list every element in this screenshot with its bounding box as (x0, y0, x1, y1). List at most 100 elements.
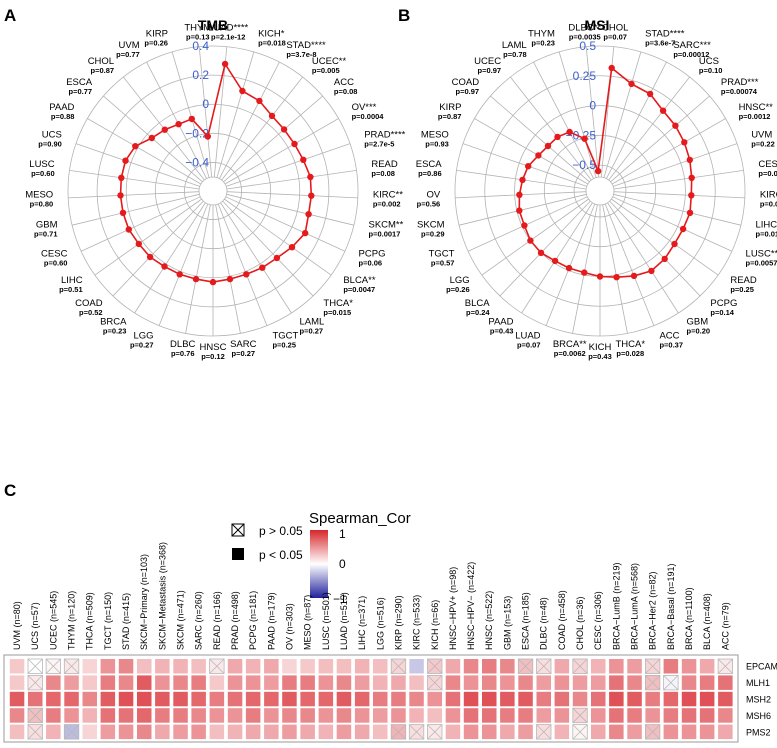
radar-category-pvalue: p=0.0004 (352, 112, 385, 121)
radar-spoke (604, 203, 655, 326)
radar-category-pvalue: p=0.29 (421, 230, 445, 239)
heatmap-cell (500, 675, 515, 690)
heatmap-cell-nonsig-cross (27, 724, 43, 740)
heatmap-column-label: SKCM (n=471) (176, 590, 186, 650)
radar-category-label: BRCA** (553, 339, 587, 350)
radar-point (679, 225, 687, 233)
heatmap-cell (209, 724, 225, 740)
heatmap-cell (300, 691, 315, 707)
radar-category-pvalue: p=0.013 (760, 200, 777, 209)
radar-category-pvalue: p=0.97 (478, 66, 502, 75)
heatmap-cell (518, 724, 533, 740)
radar-category-label: KIRP (146, 28, 168, 39)
heatmap-cell-nonsig-cross (45, 658, 61, 674)
radar-point (594, 167, 602, 175)
radar-category-label: THYM (528, 28, 555, 39)
radar-point (519, 176, 526, 184)
radar-category-label: UCS (699, 56, 719, 67)
heatmap-column-label: READ (n=166) (212, 591, 222, 650)
heatmap-row-label: MLH1 (746, 678, 770, 688)
radar-category-label: KICH (589, 342, 612, 353)
radar-point (256, 97, 263, 105)
radar-point (204, 133, 211, 140)
radar-category-pvalue: p=0.43 (588, 352, 612, 361)
heatmap-cell-nonsig-box (427, 675, 443, 691)
radar-spoke (158, 203, 209, 326)
radar-spoke (607, 202, 679, 314)
heatmap-cell-nonsig-cross (27, 658, 43, 674)
panel-a: A TMB 0.4 0.2 0 −0.2 −0.4 LUAD****p=2.1e-12 K… (4, 6, 406, 361)
radar-spoke (533, 61, 594, 179)
heatmap-cell (681, 708, 697, 723)
radar-category-label: BLCA (465, 298, 490, 309)
radar-spoke (94, 198, 202, 276)
heatmap-cell-nonsig-box (572, 658, 588, 674)
radar-point (646, 90, 654, 98)
heatmap-cell (445, 659, 461, 674)
radar-spoke (558, 51, 597, 178)
radar-point (209, 278, 217, 286)
radar-point (688, 192, 695, 199)
radar-tick-label: −0.5 (572, 158, 596, 172)
heatmap-cell-nonsig-box (536, 724, 552, 740)
radar-category-pvalue: p=0.002 (373, 200, 401, 209)
heatmap-cell (28, 691, 43, 707)
radar-category-pvalue: p=0.87 (91, 66, 115, 75)
heatmap-cell (227, 659, 243, 674)
radar-spoke (490, 95, 590, 183)
heatmap-cell (609, 675, 624, 690)
radar-point (648, 267, 655, 275)
heatmap-cell (500, 691, 515, 707)
radar-category-label: LGG (133, 331, 153, 342)
radar-category-pvalue: p=0.25 (272, 341, 296, 350)
heatmap-column-label: KIRP (n=290) (393, 595, 403, 650)
radar-category-label: LUSC** (746, 248, 777, 259)
heatmap-cell (82, 675, 97, 690)
heatmap-cell (391, 691, 406, 707)
radar-point (280, 126, 288, 133)
radar-point (681, 139, 688, 146)
radar-series-b (516, 64, 695, 281)
heatmap-cell (409, 675, 424, 690)
radar-spoke (226, 193, 355, 226)
radar-point (608, 64, 615, 72)
radar-category-pvalue: p=0.27 (300, 327, 324, 336)
radar-tick-label: 0.25 (573, 69, 597, 83)
radar-spoke (68, 191, 200, 199)
radar-category-label: TGCT (429, 248, 455, 259)
radar-category-pvalue: p=0.06 (359, 258, 383, 267)
heatmap-cell (463, 691, 479, 707)
radar-category-pvalue: p=2.1e-12 (211, 33, 245, 42)
radar-point (132, 143, 139, 150)
heatmap-cell (409, 659, 424, 674)
heatmap-column-label: PRAD (n=498) (230, 591, 240, 650)
heatmap-cell (282, 659, 297, 674)
radar-point (686, 156, 693, 164)
radar-point (221, 60, 229, 68)
heatmap-column-label: OV (n=303) (285, 603, 295, 650)
radar-category-pvalue: p=0.77 (69, 87, 93, 96)
heatmap-cell (9, 724, 25, 740)
radar-category-pvalue: p=0.43 (490, 327, 514, 336)
radar-category-label: STAD**** (286, 40, 326, 51)
heatmap-cell (591, 708, 606, 723)
radar-spoke (609, 200, 701, 297)
heatmap-cell (627, 675, 642, 690)
radar-point (188, 115, 195, 123)
heatmap-cell-nonsig-cross (27, 675, 43, 691)
heatmap-cell (500, 659, 515, 674)
heatmap-cell (173, 691, 188, 707)
heatmap-cell (318, 659, 334, 674)
heatmap-cell (409, 708, 424, 723)
heatmap-cell (482, 691, 497, 707)
legend-tick-mid: 0 (339, 557, 346, 571)
heatmap-cell (300, 708, 315, 723)
radar-spoke (221, 76, 303, 181)
heatmap-column-label: PAAD (n=179) (266, 592, 276, 650)
heatmap-cell (663, 708, 679, 723)
radar-point (125, 226, 132, 233)
radar-category-label: LUAD (515, 331, 540, 342)
radar-category-label: ESCA (416, 159, 443, 170)
radar-point (192, 275, 200, 283)
